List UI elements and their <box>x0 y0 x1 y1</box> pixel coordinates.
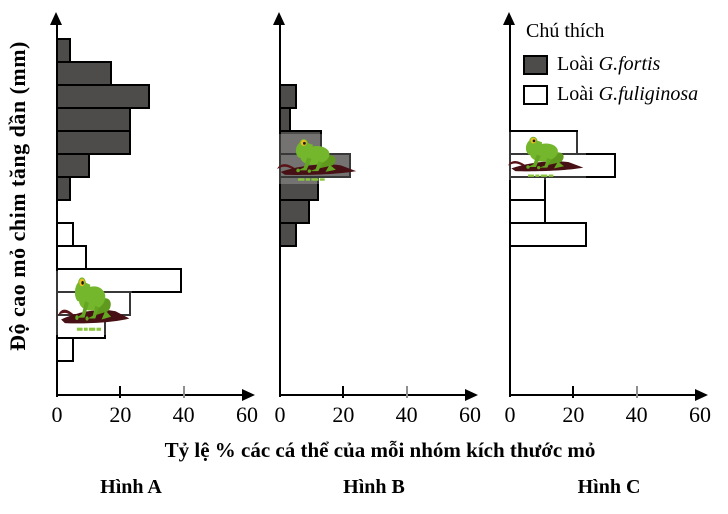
legend-swatch-g-fuliginosa <box>523 84 548 105</box>
legend-label-prefix: Loài <box>557 53 594 75</box>
x-axis-label: Tỷ lệ % các cá thể của mỗi nhóm kích thư… <box>164 438 596 462</box>
legend-label-species: G.fortis <box>598 53 661 75</box>
x-tick-label: 60 <box>459 402 481 427</box>
bar-g-fuliginosa <box>56 245 87 270</box>
legend-item-g-fortis: Loài G.fortis <box>523 53 698 76</box>
frog-logo-text <box>298 178 325 181</box>
legend-swatch-g-fortis <box>523 54 548 75</box>
x-tick-label: 40 <box>625 402 648 427</box>
bar-g-fortis <box>56 107 131 132</box>
frog-logo-text <box>528 174 554 177</box>
x-tick-20 <box>119 386 122 398</box>
x-tick-label: 60 <box>689 402 711 427</box>
x-tick-40 <box>635 386 638 398</box>
legend-label-g-fuliginosa: Loài G.fuliginosa <box>557 83 698 106</box>
x-tick-label: 40 <box>395 402 418 427</box>
frog-watermark-logo <box>56 271 132 335</box>
bar-g-fortis <box>56 176 71 201</box>
x-axis-arrow-icon <box>242 389 255 401</box>
bar-g-fortis <box>56 130 131 155</box>
bar-g-fortis <box>279 222 297 247</box>
x-tick-40 <box>182 386 185 398</box>
legend-title: Chú thích <box>526 20 605 42</box>
y-axis-a <box>56 21 58 397</box>
x-tick-label: 0 <box>274 402 286 427</box>
x-tick-label: 20 <box>332 402 355 427</box>
frog-on-branch-icon <box>277 139 357 181</box>
x-axis-arrow-icon <box>695 389 708 401</box>
frog-watermark-logo <box>506 132 586 180</box>
bar-g-fortis <box>56 61 112 86</box>
bar-g-fuliginosa <box>509 199 546 224</box>
legend: Chú thích Loài G.fortis Loài G.fuliginosa <box>523 20 698 106</box>
x-tick-label: 0 <box>504 402 516 427</box>
x-tick-label: 20 <box>109 402 132 427</box>
legend-label-g-fortis: Loài G.fortis <box>557 53 660 76</box>
caption-hinh-c: Hình C <box>577 476 641 498</box>
frog-watermark-logo <box>275 134 359 184</box>
legend-label-species: G.fuliginosa <box>598 83 699 105</box>
bar-g-fortis <box>56 153 90 178</box>
legend-item-g-fuliginosa: Loài G.fuliginosa <box>523 83 698 106</box>
caption-hinh-b: Hình B <box>343 476 405 498</box>
frog-logo-text <box>76 327 101 331</box>
y-axis-arrow-icon <box>503 12 515 25</box>
x-tick-label: 0 <box>51 402 63 427</box>
x-tick-label: 40 <box>172 402 195 427</box>
x-tick-label: 20 <box>562 402 585 427</box>
x-tick-40 <box>405 386 408 398</box>
caption-hinh-a: Hình A <box>100 476 162 498</box>
legend-label-prefix: Loài <box>557 83 594 105</box>
bar-g-fortis <box>279 84 297 109</box>
x-tick-label: 60 <box>236 402 258 427</box>
x-axis-c <box>509 394 697 396</box>
x-tick-20 <box>572 386 575 398</box>
frog-on-branch-icon <box>57 277 130 331</box>
bar-g-fuliginosa <box>56 222 74 247</box>
x-axis-arrow-icon <box>465 389 478 401</box>
frog-on-branch-icon <box>508 136 584 177</box>
y-axis-arrow-icon <box>273 12 285 25</box>
bar-g-fuliginosa <box>509 222 587 247</box>
bar-g-fuliginosa <box>56 337 74 362</box>
bar-g-fortis <box>279 199 310 224</box>
y-axis-label: Độ cao mỏ chim tăng dần (mm) <box>5 41 30 351</box>
x-tick-20 <box>342 386 345 398</box>
bar-g-fortis <box>279 107 291 132</box>
bar-g-fortis <box>56 84 150 109</box>
bar-g-fortis <box>56 38 71 63</box>
x-axis-b <box>279 394 467 396</box>
y-axis-arrow-icon <box>50 12 62 25</box>
x-axis-a <box>56 394 244 396</box>
